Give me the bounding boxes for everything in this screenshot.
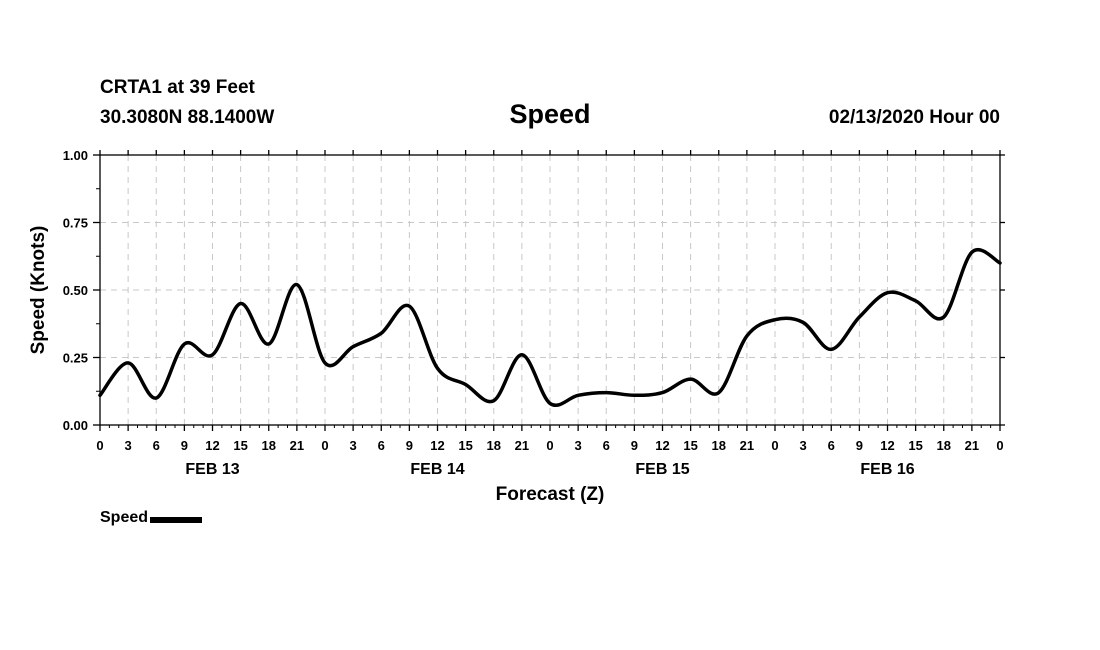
x-tick-label: 15	[233, 438, 247, 453]
date-label: FEB 15	[635, 461, 689, 478]
x-axis-label: Forecast (Z)	[496, 484, 605, 505]
x-tick-label: 21	[965, 438, 979, 453]
x-tick-label: 12	[655, 438, 669, 453]
x-tick-label: 15	[908, 438, 922, 453]
x-tick-label: 9	[856, 438, 863, 453]
y-axis-ticks: 0.00 0.25 0.50 0.75 1.00	[63, 148, 1005, 433]
x-tick-label: 15	[458, 438, 472, 453]
x-tick-label: 6	[828, 438, 835, 453]
x-tick-label: 3	[800, 438, 807, 453]
y-axis-label: Speed (Knots)	[28, 226, 49, 355]
coordinates-label: 30.3080N 88.1400W	[100, 107, 275, 128]
legend-label: Speed	[100, 509, 149, 526]
x-tick-label: 3	[125, 438, 132, 453]
legend: Speed	[100, 509, 203, 527]
x-tick-label: 18	[937, 438, 951, 453]
legend-swatch	[150, 516, 203, 523]
x-tick-label: 0	[996, 438, 1003, 453]
x-tick-label: 3	[575, 438, 582, 453]
x-tick-label: 6	[603, 438, 610, 453]
x-tick-label: 18	[712, 438, 726, 453]
issued-time-label: 02/13/2020 Hour 00	[828, 107, 1000, 128]
x-axis-ticks: 0 3 6 9 12 15 18 21 0 3 6 9 12 15 18 21 0 3 6 9 12 15 18 21 0 3 6 9…	[96, 150, 1004, 453]
speed-series-line	[98, 248, 1002, 407]
x-tick-label: 21	[290, 438, 304, 453]
x-tick-label: 6	[378, 438, 385, 453]
chart-title: Speed	[509, 99, 591, 129]
x-tick-label: 21	[515, 438, 529, 453]
x-tick-label: 15	[683, 438, 697, 453]
x-tick-label: 12	[430, 438, 444, 453]
y-tick-label: 1.00	[63, 148, 88, 163]
x-tick-label: 21	[740, 438, 754, 453]
date-label: FEB 16	[860, 461, 914, 478]
grid-lines	[100, 155, 1000, 425]
y-tick-label: 0.00	[63, 418, 88, 433]
x-tick-label: 9	[631, 438, 638, 453]
x-tick-label: 18	[262, 438, 276, 453]
x-tick-label: 3	[350, 438, 357, 453]
date-label: FEB 14	[410, 461, 464, 478]
station-label: CRTA1 at 39 Feet	[100, 77, 255, 98]
y-tick-label: 0.75	[63, 216, 88, 231]
x-tick-label: 18	[487, 438, 501, 453]
y-tick-label: 0.50	[63, 283, 88, 298]
x-tick-label: 6	[153, 438, 160, 453]
x-tick-label: 0	[96, 438, 103, 453]
x-tick-label: 9	[181, 438, 188, 453]
x-tick-label: 9	[406, 438, 413, 453]
date-label: FEB 13	[185, 461, 239, 478]
y-tick-label: 0.25	[63, 351, 88, 366]
date-labels: FEB 13 FEB 14 FEB 15 FEB 16	[185, 461, 914, 478]
x-tick-label: 12	[880, 438, 894, 453]
x-tick-label: 0	[546, 438, 553, 453]
x-tick-label: 12	[205, 438, 219, 453]
x-tick-label: 0	[771, 438, 778, 453]
x-tick-label: 0	[321, 438, 328, 453]
